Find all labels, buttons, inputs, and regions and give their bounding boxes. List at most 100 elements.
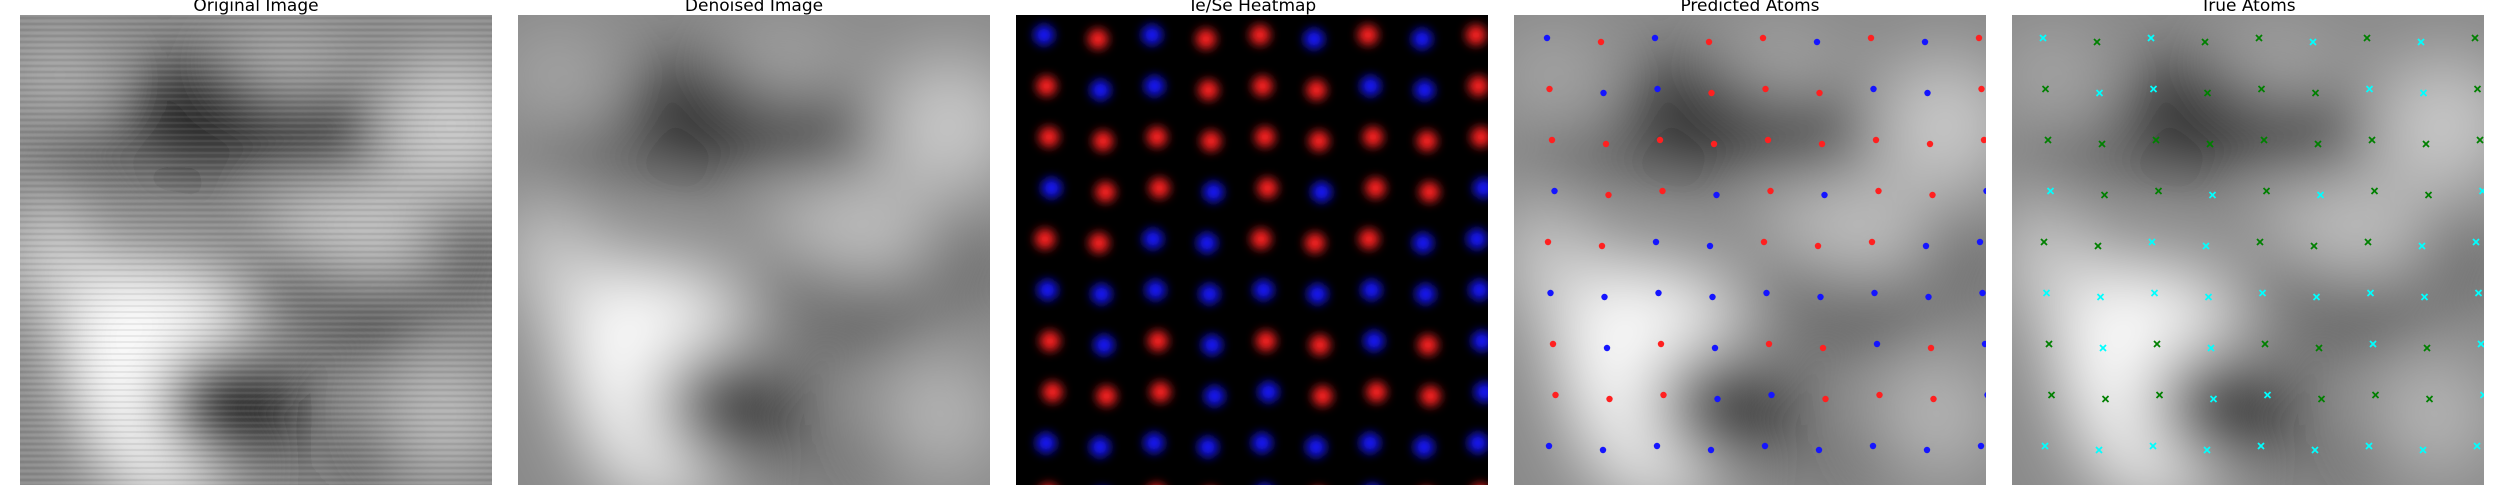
predicted-atom-marker	[1653, 442, 1661, 450]
true-atom-marker	[2040, 238, 2048, 246]
true-atom-marker	[2046, 187, 2055, 195]
panel-denoised: Denoised Image	[518, 0, 990, 500]
predicted-atom-marker	[1762, 85, 1769, 93]
true-atom-marker	[2309, 38, 2317, 46]
panel-predicted: Predicted Atoms	[1514, 0, 1986, 500]
predicted-atom-marker	[1660, 391, 1667, 399]
te-se-heatmap	[1016, 15, 1488, 485]
predicted-atom-marker	[1765, 340, 1773, 348]
true-atom-marker	[2419, 446, 2427, 454]
true-atom-marker	[2209, 395, 2218, 403]
true-atom-marker	[2477, 340, 2484, 348]
true-atom-marker	[2255, 34, 2263, 42]
true-atom-marker	[2365, 85, 2374, 93]
true-atom-marker	[2039, 34, 2047, 42]
true-atom-marker	[2315, 344, 2323, 352]
predicted-atom-marker	[1923, 446, 1931, 454]
true-atom-marker	[2149, 85, 2158, 93]
predicted-atom-marker	[1926, 140, 1934, 148]
true-atom-marker	[2317, 395, 2326, 403]
predicted-atom-marker	[1818, 140, 1826, 148]
true-atom-marker	[2312, 293, 2321, 301]
predicted-atom-marker	[1714, 395, 1721, 403]
true-atom-marker	[2260, 136, 2268, 144]
true-atom-marker	[2044, 136, 2052, 144]
true-atom-marker	[2371, 391, 2380, 399]
predicted-atom-marker	[1761, 442, 1769, 450]
true-atom-marker	[2417, 38, 2425, 46]
true-atom-marker	[2369, 340, 2377, 348]
true-atom-marker	[2419, 89, 2428, 97]
predicted-atom-marker	[1875, 187, 1882, 195]
predicted-atom-marker	[1600, 89, 1607, 97]
predicted-atom-marker	[1821, 191, 1828, 199]
true-atom-marker	[2150, 289, 2159, 297]
true-atom-marker	[2311, 89, 2320, 97]
true-atom-marker	[2201, 38, 2209, 46]
predicted-atom-marker	[1819, 344, 1827, 352]
true-atom-marker	[2310, 242, 2318, 250]
predicted-atom-marker	[1871, 289, 1878, 297]
denoised-image	[518, 15, 990, 485]
predicted-atom-marker	[1983, 187, 1986, 195]
predicted-atom-marker	[1759, 34, 1767, 42]
predicted-atom-marker	[1822, 395, 1829, 403]
true-atom-marker	[2095, 89, 2104, 97]
predicted-atom-marker	[1548, 136, 1556, 144]
predicted-atom-marker	[1813, 38, 1821, 46]
true-atom-marker	[2148, 238, 2156, 246]
predicted-atom-marker	[1869, 442, 1877, 450]
true-atom-marker	[2471, 34, 2479, 42]
predicted-atom-marker	[1651, 34, 1659, 42]
true-atom-marker	[2473, 442, 2481, 450]
true-atom-marker	[2094, 242, 2102, 250]
true-atom-marker	[2147, 34, 2155, 42]
predicted-atom-marker	[1764, 136, 1772, 144]
predicted-atom-marker	[1602, 140, 1610, 148]
true-atom-marker	[2422, 140, 2430, 148]
true-atom-marker	[2204, 293, 2213, 301]
predicted-atom-marker	[1868, 238, 1876, 246]
predicted-atom-marker	[1984, 392, 1986, 398]
true-atom-marker	[2257, 85, 2266, 93]
true-atoms-image	[2012, 15, 2484, 485]
predicted-atom-marker	[1713, 191, 1720, 199]
panel-title-denoised: Denoised Image	[684, 0, 824, 16]
predicted-atom-marker	[1552, 391, 1559, 399]
predicted-atom-marker	[1705, 38, 1713, 46]
true-atom-marker	[2203, 446, 2211, 454]
true-atom-marker	[2474, 289, 2483, 297]
true-atom-marker	[2202, 242, 2210, 250]
true-atom-marker	[2425, 395, 2434, 403]
true-atom-marker	[2042, 289, 2051, 297]
predicted-atom-marker	[1654, 85, 1661, 93]
true-atom-marker	[2047, 391, 2056, 399]
predicted-atom-marker	[1921, 38, 1929, 46]
panel-true: True Atoms	[2012, 0, 2484, 500]
predicted-atom-marker	[1922, 242, 1930, 250]
true-atom-marker	[2418, 242, 2426, 250]
predicted-atom-marker	[1549, 340, 1557, 348]
predicted-atom-marker	[1709, 293, 1716, 301]
predicted-atom-marker	[1930, 395, 1937, 403]
true-atom-marker	[2041, 85, 2050, 93]
predicted-atoms-image	[1514, 15, 1986, 485]
predicted-atom-marker	[1924, 89, 1931, 97]
predicted-atom-marker	[1816, 89, 1823, 97]
true-atom-marker	[2364, 238, 2372, 246]
predicted-atom-marker	[1597, 38, 1605, 46]
panel-original: Original Image	[20, 0, 492, 500]
predicted-atom-marker	[1551, 187, 1558, 195]
predicted-atom-marker	[1976, 238, 1984, 246]
true-atom-marker	[2101, 395, 2110, 403]
predicted-atom-marker	[1710, 140, 1718, 148]
predicted-atom-marker	[1815, 446, 1823, 454]
true-atom-marker	[2314, 140, 2322, 148]
predicted-atom-marker	[1706, 242, 1714, 250]
true-atom-marker	[2478, 187, 2484, 195]
true-atom-marker	[2370, 187, 2379, 195]
predicted-atom-marker	[1543, 34, 1551, 42]
predicted-atom-marker	[1711, 344, 1719, 352]
predicted-atom-marker	[1657, 340, 1665, 348]
true-atom-marker	[2208, 191, 2217, 199]
